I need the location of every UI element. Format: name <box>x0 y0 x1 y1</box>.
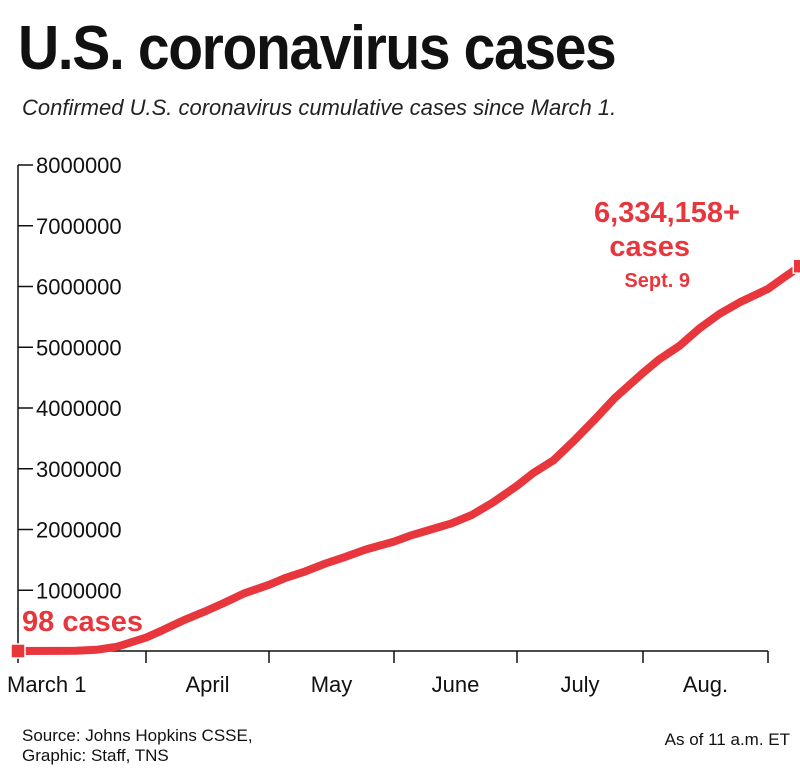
y-tick-label: 3000000 <box>36 457 122 482</box>
x-axis: March 1 April May June July Aug. <box>7 650 769 697</box>
x-tick-label: May <box>311 672 353 697</box>
x-tick-label: July <box>560 672 599 697</box>
source-note: Source: Johns Hopkins CSSE, Graphic: Sta… <box>22 726 253 766</box>
as-of-note: As of 11 a.m. ET <box>664 730 790 749</box>
chart-subtitle: Confirmed U.S. coronavirus cumulative ca… <box>22 95 617 120</box>
source-line-1: Source: Johns Hopkins CSSE, <box>22 726 253 745</box>
start-point-marker <box>10 643 26 659</box>
start-annotation: 98 cases <box>22 606 143 638</box>
y-tick-label: 2000000 <box>36 518 122 543</box>
end-annotation-value: 6,334,158+ <box>594 197 740 229</box>
y-axis: 1000000 2000000 3000000 4000000 5000000 60000… <box>17 153 122 652</box>
x-tick-label: Aug. <box>683 672 728 697</box>
y-tick-label: 5000000 <box>36 335 122 360</box>
y-tick-label: 6000000 <box>36 275 122 300</box>
series-layer <box>10 258 800 659</box>
y-tick-label: 4000000 <box>36 396 122 421</box>
end-annotation-cases: cases <box>609 231 690 263</box>
chart-title: U.S. coronavirus cases <box>18 14 617 83</box>
y-tick-label: 8000000 <box>36 153 122 178</box>
end-point-marker <box>792 258 800 274</box>
annotation-layer: 98 cases 6,334,158+cases Sept. 9 <box>22 197 740 638</box>
end-annotation-date: Sept. 9 <box>624 270 690 292</box>
y-tick-label: 1000000 <box>36 578 122 603</box>
y-tick-label: 7000000 <box>36 214 122 239</box>
x-tick-label: June <box>432 672 480 697</box>
x-tick-label: March 1 <box>7 672 86 697</box>
x-tick-label: April <box>185 672 229 697</box>
source-line-2: Graphic: Staff, TNS <box>22 746 169 765</box>
series-line <box>14 262 800 655</box>
